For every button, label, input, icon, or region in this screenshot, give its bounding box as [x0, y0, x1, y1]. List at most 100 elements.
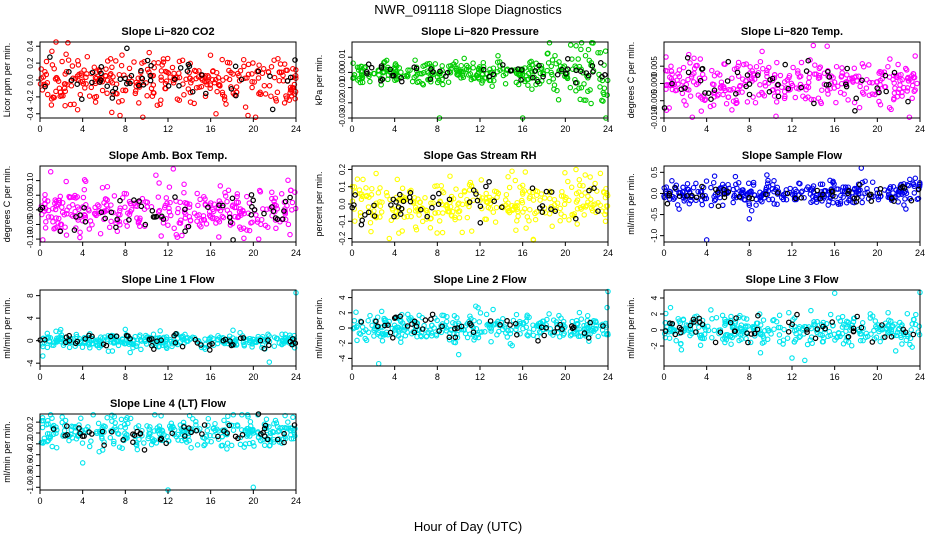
data-point	[746, 200, 752, 207]
data-point	[743, 61, 749, 67]
reference-point	[678, 326, 684, 333]
x-tick-label: 24	[603, 248, 613, 258]
reference-point	[222, 336, 229, 343]
data-point	[224, 59, 231, 66]
data-point	[561, 201, 568, 208]
reference-point	[782, 61, 789, 68]
data-point	[158, 74, 164, 80]
data-point	[118, 62, 125, 69]
outlier-point	[79, 460, 86, 466]
reference-point	[430, 194, 436, 201]
data-point	[250, 439, 256, 446]
data-point	[234, 191, 241, 197]
data-point	[906, 114, 913, 120]
reference-point	[477, 203, 484, 210]
data-point	[780, 341, 786, 347]
data-point	[59, 414, 65, 420]
data-point	[751, 72, 758, 78]
data-point	[236, 224, 243, 230]
data-point	[167, 199, 173, 206]
data-point	[915, 195, 922, 202]
reference-point	[89, 79, 95, 86]
reference-point	[112, 85, 119, 92]
data-point	[116, 444, 123, 450]
data-point	[904, 85, 911, 91]
data-point	[355, 77, 361, 83]
data-point	[242, 104, 249, 110]
data-points	[38, 412, 298, 493]
data-point	[388, 217, 395, 224]
data-point	[771, 201, 777, 207]
data-point	[877, 326, 883, 333]
data-point	[546, 40, 553, 46]
reference-point	[858, 324, 865, 331]
y-tick-label: -0.02	[338, 93, 347, 112]
data-point	[833, 99, 839, 106]
reference-point	[42, 83, 48, 90]
chart-title: Slope Line 3 Flow	[746, 274, 839, 286]
data-point	[44, 91, 51, 98]
data-point	[835, 83, 841, 90]
data-point	[783, 196, 790, 203]
data-point	[202, 78, 208, 85]
data-point	[216, 234, 222, 240]
data-point	[352, 189, 359, 195]
reference-point	[554, 71, 561, 78]
x-tick-label: 0	[37, 496, 42, 506]
reference-point	[746, 194, 753, 201]
chart-title: Slope Li−820 Pressure	[421, 26, 539, 38]
reference-point	[66, 332, 73, 339]
data-point	[699, 201, 706, 208]
data-point	[890, 323, 896, 329]
data-point	[743, 316, 750, 322]
data-point	[797, 333, 803, 340]
data-point	[137, 223, 143, 230]
data-point	[522, 169, 529, 175]
data-point	[166, 205, 172, 212]
data-point	[811, 319, 817, 325]
data-point	[103, 202, 110, 208]
reference-point	[826, 74, 833, 80]
y-tick-label: 0.10	[26, 172, 35, 188]
data-point	[819, 339, 826, 345]
reference-point	[727, 319, 734, 326]
reference-point	[388, 202, 394, 208]
y-tick-label: -0.1	[338, 214, 347, 228]
data-point	[585, 88, 591, 95]
reference-point	[86, 332, 92, 339]
data-point	[247, 433, 253, 439]
y-axis-label: ml/min per min.	[2, 421, 12, 483]
data-point	[494, 332, 500, 338]
data-point	[526, 188, 533, 195]
data-point	[467, 71, 474, 77]
data-point	[555, 97, 562, 103]
data-point	[160, 220, 167, 226]
data-point	[473, 303, 479, 309]
data-point	[255, 75, 262, 81]
data-point	[134, 340, 140, 347]
data-point	[42, 225, 49, 231]
data-point	[837, 201, 844, 207]
chart-title: Slope Gas Stream RH	[423, 150, 536, 162]
data-point	[281, 100, 288, 106]
data-point	[711, 327, 718, 334]
x-tick-label: 16	[206, 496, 216, 506]
data-point	[113, 58, 119, 64]
data-point	[81, 186, 88, 193]
reference-point	[233, 92, 239, 99]
chart-title: Slope Line 4 (LT) Flow	[110, 398, 226, 410]
data-point	[690, 184, 697, 191]
data-point	[432, 183, 438, 190]
reference-point	[422, 317, 429, 323]
data-point	[742, 197, 748, 203]
reference-point	[381, 322, 388, 329]
reference-point	[691, 319, 697, 325]
data-point	[235, 70, 241, 77]
data-point	[193, 68, 199, 75]
data-point	[45, 434, 52, 441]
data-point	[488, 338, 494, 345]
data-point	[118, 416, 125, 423]
data-point	[494, 59, 501, 65]
